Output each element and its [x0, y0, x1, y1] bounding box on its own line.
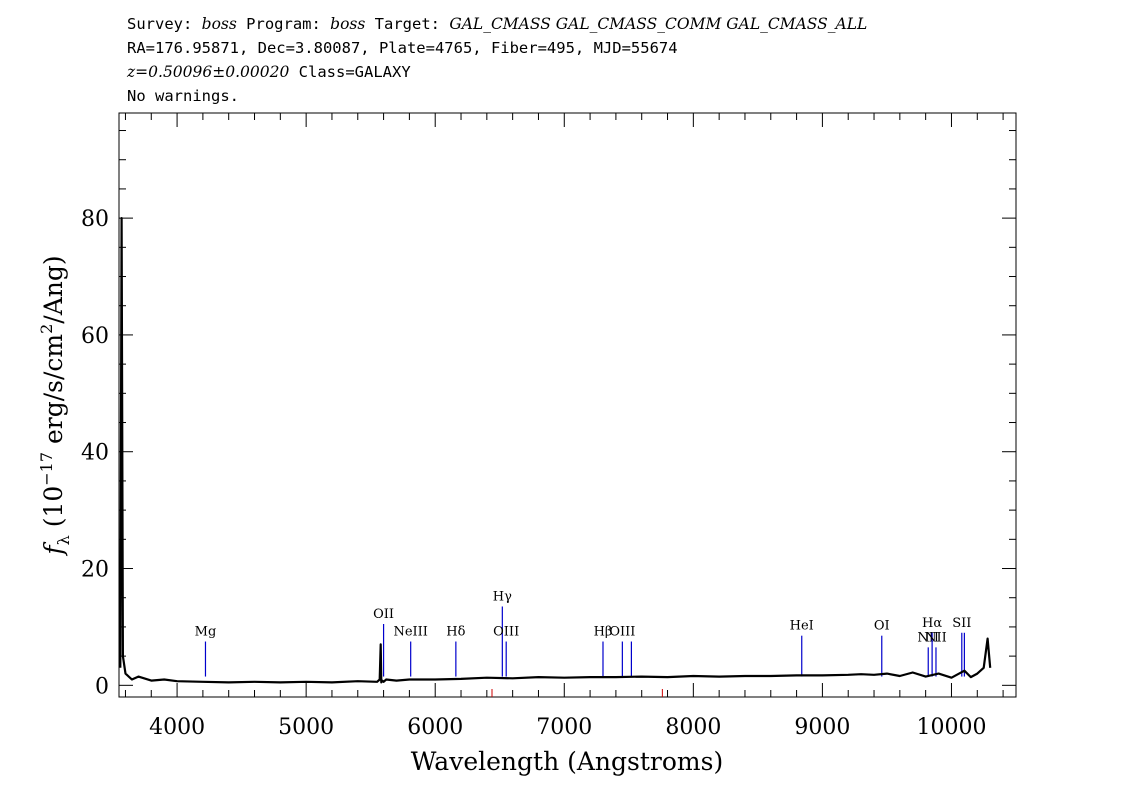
x-tick-label: 4000 [149, 715, 205, 740]
spectral-line-label: OIII [609, 625, 635, 640]
spectral-line-label: Hβ [594, 625, 613, 640]
x-axis-title: Wavelength (Angstroms) [411, 747, 723, 776]
y-axis-open: (10 [39, 486, 68, 536]
header-line-4: No warnings. [127, 87, 239, 105]
sky-marks [491, 689, 663, 697]
target-label: Target: [365, 15, 450, 33]
survey-label: Survey: [127, 15, 202, 33]
x-tick-label: 7000 [536, 715, 592, 740]
header-line-1: Survey: boss Program: boss Target: GAL_C… [127, 14, 867, 34]
axis-ticks [119, 113, 1016, 697]
spectral-line-label: HeI [790, 619, 814, 634]
spectral-line-label: OIII [493, 625, 519, 640]
x-tick-label: 8000 [665, 715, 721, 740]
y-axis-f: f [39, 542, 68, 557]
survey-value: boss [201, 15, 237, 33]
y-tick-label: 0 [95, 674, 109, 699]
x-tick-label: 9000 [794, 715, 850, 740]
redshift-value: z=0.50096±0.00020 [127, 63, 290, 81]
y-tick-label: 40 [81, 441, 109, 466]
y-axis-close: /Ang) [39, 255, 68, 323]
y-axis-sq: 2 [37, 324, 56, 334]
target-value: GAL_CMASS GAL_CMASS_COMM GAL_CMASS_ALL [449, 15, 868, 33]
y-tick-label: 80 [81, 207, 109, 232]
y-axis-title: fλ (10−17 erg/s/cm2/Ang) [37, 255, 73, 556]
plot-frame [118, 112, 1017, 698]
spectral-line-label: Hδ [446, 625, 465, 640]
program-value: boss [330, 15, 366, 33]
spectral-line-label: OI [874, 619, 890, 634]
spectral-line-label: NeIII [393, 625, 427, 640]
spectral-line-label: Hγ [493, 589, 512, 604]
spectral-line-label: SII [952, 616, 971, 631]
spectral-line-label: NII [917, 630, 939, 645]
spectral-line-label: Hα [922, 616, 942, 631]
class-value: Class=GALAXY [289, 63, 411, 81]
y-tick-labels: 0 20 40 60 80 [81, 207, 109, 699]
spectral-line-label: Mg [195, 625, 217, 640]
y-axis-sub: λ [54, 535, 73, 545]
header-line-3: z=0.50096±0.00020 Class=GALAXY [127, 62, 411, 82]
spectral-line-label: OII [373, 607, 394, 622]
x-tick-label: 10000 [916, 715, 986, 740]
x-tick-label: 6000 [407, 715, 463, 740]
y-tick-label: 60 [81, 324, 109, 349]
y-tick-label: 20 [81, 558, 109, 583]
y-axis-mid: erg/s/cm [39, 334, 68, 452]
y-axis-exp: −17 [37, 452, 56, 486]
header-line-2: RA=176.95871, Dec=3.80087, Plate=4765, F… [127, 39, 678, 57]
spectral-line-label: NII [925, 630, 947, 645]
x-tick-label: 5000 [278, 715, 334, 740]
spectrum-line [119, 217, 992, 684]
program-label: Program: [236, 15, 331, 33]
x-tick-labels: 4000 5000 6000 7000 8000 9000 10000 [149, 715, 986, 740]
